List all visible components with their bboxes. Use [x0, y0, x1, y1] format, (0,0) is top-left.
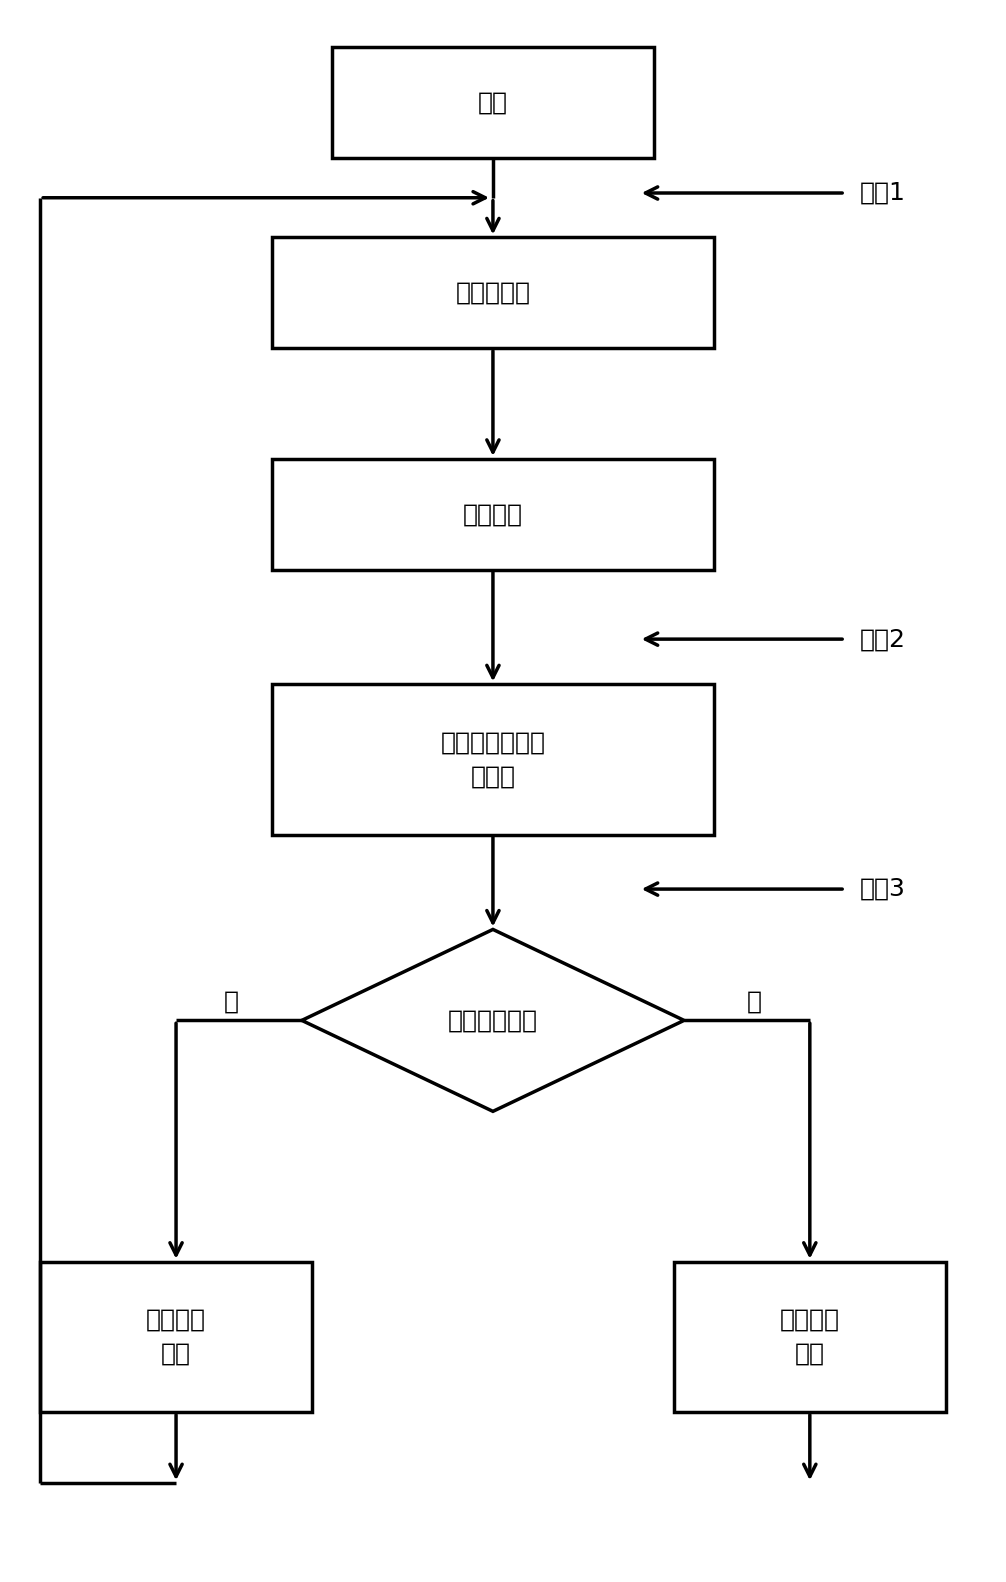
- Text: 扰动方向
反向: 扰动方向 反向: [780, 1308, 840, 1365]
- Polygon shape: [302, 930, 684, 1111]
- Text: 否: 否: [747, 989, 762, 1014]
- Text: 是: 是: [224, 989, 238, 1014]
- Text: 计数器清零: 计数器清零: [456, 280, 530, 305]
- Bar: [674, 1262, 946, 1411]
- Bar: [272, 237, 714, 348]
- Bar: [272, 683, 714, 835]
- Bar: [272, 459, 714, 570]
- Bar: [332, 47, 654, 158]
- Text: 加法计数: 加法计数: [463, 501, 523, 527]
- Text: 上电: 上电: [478, 90, 508, 115]
- Text: 时钟1: 时钟1: [860, 180, 906, 206]
- Text: 扰动方向
不变: 扰动方向 不变: [146, 1308, 206, 1365]
- Bar: [40, 1262, 312, 1411]
- Text: 计数器取反后加
法计数: 计数器取反后加 法计数: [441, 731, 545, 788]
- Text: 时钟2: 时钟2: [860, 626, 906, 652]
- Text: 计数器过零点: 计数器过零点: [448, 1008, 538, 1033]
- Text: 时钟3: 时钟3: [860, 876, 906, 902]
